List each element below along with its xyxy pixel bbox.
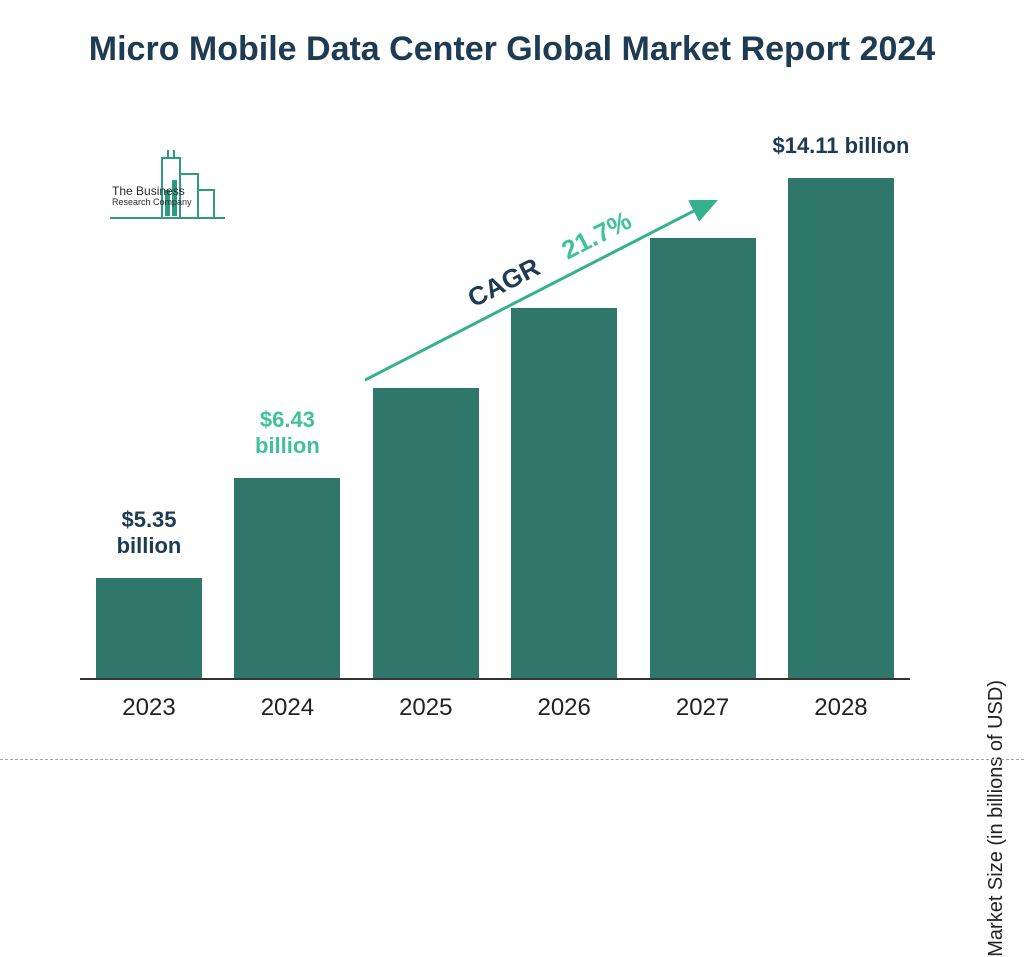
bar-value-label: $14.11 billion — [756, 133, 926, 158]
chart-title: Micro Mobile Data Center Global Market R… — [0, 28, 1024, 71]
footer-divider — [0, 759, 1024, 760]
x-axis-tick-label: 2026 — [495, 694, 633, 722]
trend-arrow-icon — [365, 200, 735, 400]
bar-value-label: $6.43billion — [232, 407, 342, 458]
x-axis-tick-label: 2025 — [357, 694, 495, 722]
x-axis-tick-label: 2028 — [772, 694, 910, 722]
bar — [788, 178, 894, 678]
bar — [373, 388, 479, 678]
x-axis-tick-label: 2027 — [634, 694, 772, 722]
bar — [96, 578, 202, 678]
x-axis-tick-label: 2024 — [218, 694, 356, 722]
bar-slot: $6.43billion — [218, 158, 356, 678]
bar-slot: $14.11 billion — [772, 158, 910, 678]
bar-slot: $5.35billion — [80, 158, 218, 678]
x-axis-tick-label: 2023 — [80, 694, 218, 722]
x-axis-line — [80, 678, 910, 680]
bar — [234, 478, 340, 678]
chart-container: Micro Mobile Data Center Global Market R… — [0, 0, 1024, 768]
y-axis-label: Market Size (in billions of USD) — [985, 680, 1008, 957]
cagr-annotation: CAGR 21.7% — [365, 200, 735, 405]
x-axis-labels: 202320242025202620272028 — [80, 694, 910, 722]
bar-value-label: $5.35billion — [94, 507, 204, 558]
